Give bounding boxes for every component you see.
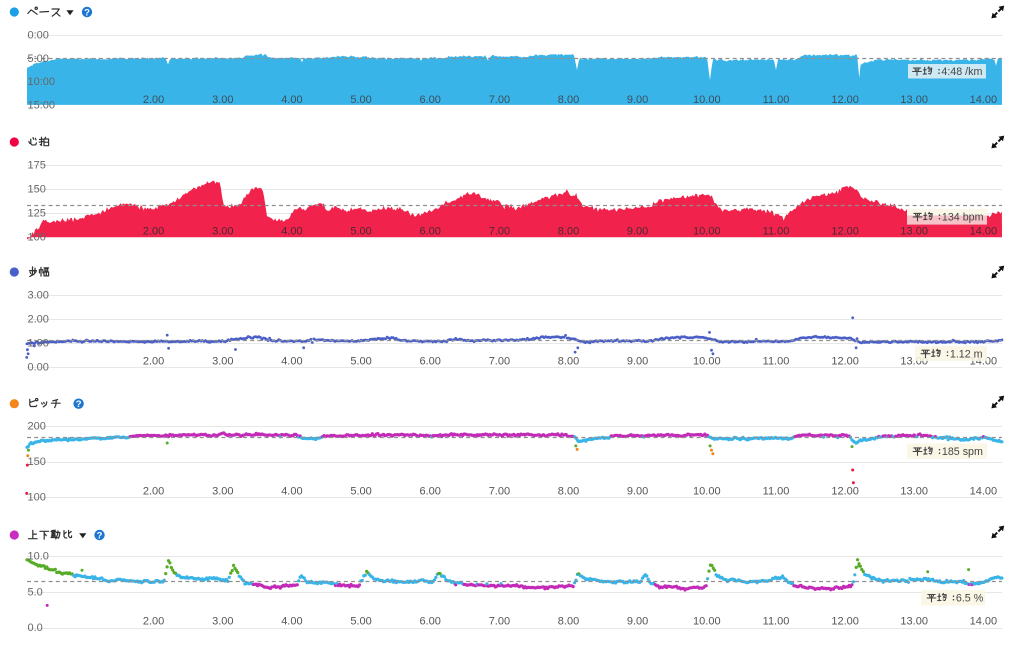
svg-text:6.00: 6.00 (419, 616, 440, 628)
svg-text:8.00: 8.00 (558, 486, 579, 498)
svg-text:5.00: 5.00 (350, 226, 371, 238)
svg-text:12.00: 12.00 (831, 94, 859, 106)
svg-text:12.00: 12.00 (831, 226, 859, 238)
svg-text:7.00: 7.00 (489, 226, 510, 238)
svg-text:12.00: 12.00 (831, 616, 859, 628)
svg-text:200: 200 (28, 421, 46, 433)
svg-text:2.00: 2.00 (143, 616, 164, 628)
svg-text:4.00: 4.00 (281, 486, 302, 498)
svg-text:13.00: 13.00 (900, 226, 928, 238)
svg-text:3.00: 3.00 (212, 486, 233, 498)
svg-text:175: 175 (28, 160, 46, 172)
svg-text:100: 100 (28, 492, 46, 504)
svg-text:5.00: 5.00 (350, 356, 371, 368)
svg-text:10.00: 10.00 (693, 226, 721, 238)
svg-text:3.00: 3.00 (212, 226, 233, 238)
svg-text:11.00: 11.00 (763, 94, 790, 106)
svg-text:1.00: 1.00 (28, 338, 49, 350)
svg-text:8.00: 8.00 (558, 94, 579, 106)
svg-text:9.00: 9.00 (627, 616, 648, 628)
svg-text:2.00: 2.00 (143, 356, 164, 368)
svg-text:9.00: 9.00 (627, 94, 648, 106)
svg-text:14.00: 14.00 (970, 616, 998, 628)
svg-text:12.00: 12.00 (831, 356, 859, 368)
svg-text:10.00: 10.00 (693, 356, 721, 368)
svg-text:7.00: 7.00 (489, 616, 510, 628)
svg-text:11.00: 11.00 (763, 616, 790, 628)
svg-text:6.00: 6.00 (419, 486, 440, 498)
svg-text:4.00: 4.00 (281, 616, 302, 628)
svg-text:150: 150 (28, 184, 46, 196)
svg-text:4.00: 4.00 (281, 226, 302, 238)
svg-text:2.00: 2.00 (143, 94, 164, 106)
svg-text:14.00: 14.00 (970, 486, 998, 498)
svg-text:13.00: 13.00 (900, 94, 928, 106)
svg-text:10.00: 10.00 (693, 486, 721, 498)
svg-text:3.00: 3.00 (28, 290, 49, 302)
svg-text:134 bpm: 134 bpm (942, 212, 984, 224)
svg-text:9.00: 9.00 (627, 486, 648, 498)
svg-text:13.00: 13.00 (900, 616, 928, 628)
svg-text:2.00: 2.00 (143, 226, 164, 238)
svg-text:5.00: 5.00 (350, 616, 371, 628)
svg-text:9.00: 9.00 (627, 356, 648, 368)
svg-text:2.00: 2.00 (28, 314, 49, 326)
svg-text:10.00: 10.00 (693, 616, 721, 628)
svg-text:125: 125 (28, 208, 46, 220)
svg-text:11.00: 11.00 (763, 486, 790, 498)
svg-text:6.00: 6.00 (419, 356, 440, 368)
svg-text:10:00: 10:00 (28, 76, 56, 88)
svg-text:13.00: 13.00 (900, 486, 928, 498)
svg-text:?: ? (84, 7, 90, 18)
svg-text:2.00: 2.00 (143, 486, 164, 498)
svg-text:5.00: 5.00 (350, 486, 371, 498)
svg-text:14.00: 14.00 (970, 226, 998, 238)
svg-text:185 spm: 185 spm (942, 446, 983, 458)
svg-text:1.12 m: 1.12 m (950, 348, 983, 360)
svg-text:15:00: 15:00 (28, 99, 56, 111)
svg-text:5:00: 5:00 (28, 53, 49, 65)
svg-text:8.00: 8.00 (558, 616, 579, 628)
svg-text:0.00: 0.00 (28, 362, 49, 374)
svg-text:8.00: 8.00 (558, 226, 579, 238)
svg-text:0:00: 0:00 (28, 30, 49, 42)
svg-text:?: ? (97, 530, 103, 541)
svg-text:4.00: 4.00 (281, 94, 302, 106)
svg-text:7.00: 7.00 (489, 486, 510, 498)
svg-text:4.00: 4.00 (281, 356, 302, 368)
svg-text:14.00: 14.00 (970, 94, 998, 106)
svg-text:7.00: 7.00 (489, 94, 510, 106)
svg-text:10.0: 10.0 (28, 551, 49, 563)
svg-text:4:48 /km: 4:48 /km (941, 66, 982, 78)
svg-text:11.00: 11.00 (763, 226, 790, 238)
svg-text:5.0: 5.0 (28, 586, 43, 598)
svg-text:3.00: 3.00 (212, 356, 233, 368)
svg-text:?: ? (76, 399, 82, 410)
svg-text:12.00: 12.00 (831, 486, 859, 498)
svg-text:9.00: 9.00 (627, 226, 648, 238)
svg-text:6.5 %: 6.5 % (956, 593, 984, 605)
svg-text:0.0: 0.0 (28, 622, 43, 634)
svg-text:11.00: 11.00 (763, 356, 790, 368)
svg-text:3.00: 3.00 (212, 616, 233, 628)
svg-text:5.00: 5.00 (350, 94, 371, 106)
svg-text:3.00: 3.00 (212, 94, 233, 106)
svg-text:10.00: 10.00 (693, 94, 721, 106)
svg-text:150: 150 (28, 456, 46, 468)
svg-text:6.00: 6.00 (419, 226, 440, 238)
svg-text:7.00: 7.00 (489, 356, 510, 368)
svg-text:100: 100 (28, 232, 46, 244)
svg-text:6.00: 6.00 (419, 94, 440, 106)
svg-text:8.00: 8.00 (558, 356, 579, 368)
